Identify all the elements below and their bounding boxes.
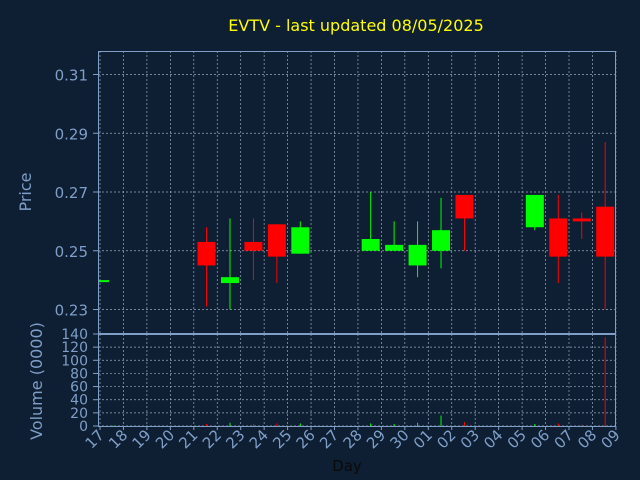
x-tick-label: 25 <box>269 426 295 452</box>
candle-body <box>455 194 474 219</box>
x-tick-label: 06 <box>527 426 553 452</box>
x-tick-label: 21 <box>175 426 201 452</box>
candle <box>220 218 239 310</box>
x-tick-label: 29 <box>363 426 389 452</box>
price-axis-label: Price <box>16 172 35 211</box>
candle <box>455 194 474 251</box>
candle-body <box>244 241 263 251</box>
price-tick-label: 0.31 <box>55 67 88 85</box>
volume-tick-label: 100 <box>61 353 88 369</box>
price-panel-frame <box>98 51 616 334</box>
volume-axis-label: Volume (0000) <box>27 322 46 440</box>
x-tick-label: 01 <box>410 426 436 452</box>
x-tick-label: 22 <box>199 426 225 452</box>
volume-tick-label: 120 <box>61 340 88 356</box>
candle-body <box>291 227 310 254</box>
candle-body <box>525 194 544 228</box>
candle <box>197 227 216 307</box>
x-tick-label: 23 <box>222 426 248 452</box>
x-tick-label: 08 <box>574 426 600 452</box>
price-tick-label: 0.27 <box>55 184 88 202</box>
candle-body <box>361 239 380 251</box>
x-tick-label: 28 <box>340 426 366 452</box>
x-tick-label: 07 <box>551 426 577 452</box>
candle-body <box>99 280 109 283</box>
candle-body <box>385 244 404 251</box>
x-tick-label: 02 <box>433 426 459 452</box>
candle-body <box>596 206 615 257</box>
candle-body <box>408 244 427 266</box>
candle-body <box>197 241 216 266</box>
x-tick-label: 26 <box>293 426 319 452</box>
volume-tick-label: 40 <box>70 393 88 409</box>
x-tick-label: 05 <box>504 426 530 452</box>
candles <box>99 142 615 310</box>
candle <box>385 221 404 251</box>
candle <box>432 197 451 269</box>
chart-title: EVTV - last updated 08/05/2025 <box>228 16 484 35</box>
price-grid <box>98 51 617 333</box>
volume-tick-label: 20 <box>70 406 88 422</box>
price-tick-label: 0.23 <box>55 302 88 320</box>
price-tick-label: 0.25 <box>55 243 88 261</box>
x-tick-label: 24 <box>246 426 272 452</box>
candle <box>291 221 310 254</box>
volume-tick-label: 80 <box>70 366 88 382</box>
x-tick-label: 20 <box>152 426 178 452</box>
candle <box>408 221 427 278</box>
x-tick-label: 09 <box>597 426 623 452</box>
volume-tick-label: 0 <box>79 419 88 435</box>
candle <box>596 142 615 310</box>
x-tick-label: 27 <box>316 426 342 452</box>
x-tick-label: 04 <box>480 426 506 452</box>
candle <box>525 194 544 231</box>
x-ticks: 1718192021222324252627282930010203040506… <box>82 426 624 452</box>
candle-body <box>549 218 568 257</box>
volume-tick-label: 140 <box>61 327 88 343</box>
candle-body <box>267 224 286 257</box>
candle <box>267 224 286 284</box>
volume-bars <box>112 337 606 426</box>
volume-grid <box>98 333 617 427</box>
price-y-ticks: 0.23 0.25 0.27 0.29 0.31 <box>55 67 98 320</box>
candle <box>549 194 568 284</box>
volume-tick-label: 60 <box>70 380 88 396</box>
candle <box>244 218 263 281</box>
x-axis-label: Day <box>332 457 362 475</box>
candle-body <box>572 218 591 222</box>
x-tick-label: 18 <box>105 426 131 452</box>
volume-panel-frame <box>98 334 616 427</box>
candle <box>572 212 591 239</box>
x-tick-label: 19 <box>128 426 154 452</box>
price-tick-label: 0.29 <box>55 125 88 143</box>
candle-body <box>220 277 239 284</box>
x-tick-label: 30 <box>386 426 412 452</box>
candle-body <box>432 230 451 251</box>
candle <box>361 192 380 251</box>
candle <box>99 280 109 283</box>
x-tick-label: 03 <box>457 426 483 452</box>
